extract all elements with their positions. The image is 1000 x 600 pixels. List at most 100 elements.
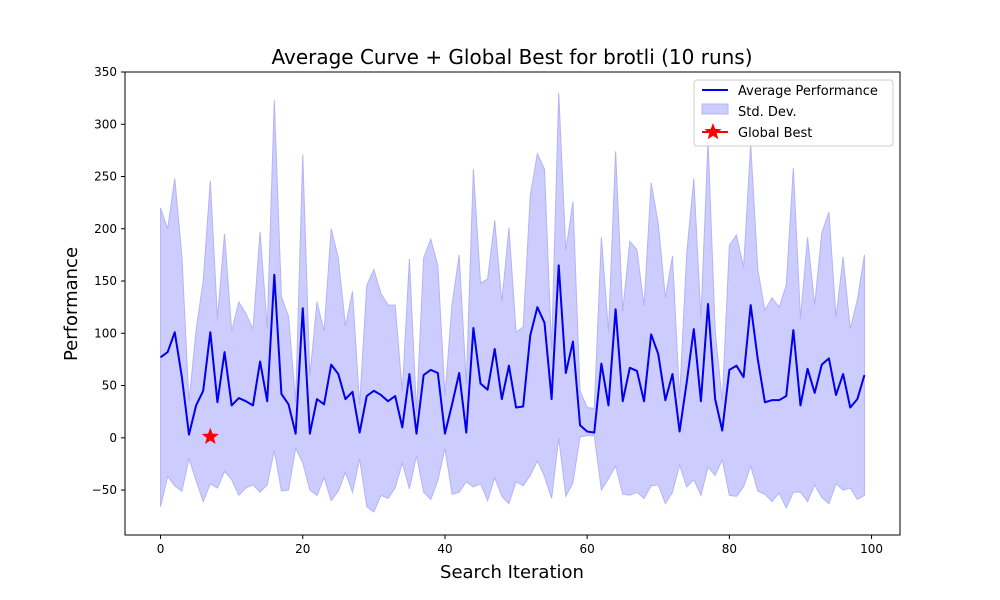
average-point — [487, 389, 489, 391]
average-point — [686, 381, 688, 383]
average-point — [650, 333, 652, 335]
average-point — [216, 401, 218, 403]
x-axis-label: Search Iteration — [440, 562, 584, 583]
legend-std-swatch — [701, 103, 729, 115]
average-point — [544, 322, 546, 324]
average-point — [195, 404, 197, 406]
y-tick-label: 0 — [109, 431, 117, 445]
x-tick-label: 100 — [860, 542, 883, 556]
average-point — [408, 373, 410, 375]
average-point — [643, 400, 645, 402]
average-point — [280, 393, 282, 395]
average-point — [707, 303, 709, 305]
x-axis-ticks: 0 20 40 60 80 100 — [157, 535, 883, 556]
legend-star-icon — [704, 123, 722, 140]
average-point — [821, 364, 823, 366]
average-point — [771, 399, 773, 401]
average-point — [174, 331, 176, 333]
average-point — [430, 369, 432, 371]
average-point — [387, 400, 389, 402]
average-point — [522, 405, 524, 407]
average-point — [337, 373, 339, 375]
average-point — [480, 382, 482, 384]
y-axis-ticks: −50 0 50 100 150 200 250 300 350 — [92, 65, 125, 497]
average-point — [167, 351, 169, 353]
average-point — [245, 400, 247, 402]
plot-area — [159, 92, 866, 513]
x-tick-label: 40 — [437, 542, 452, 556]
average-point — [401, 426, 403, 428]
average-point — [288, 403, 290, 405]
average-point — [565, 372, 567, 374]
average-point — [743, 376, 745, 378]
average-point — [622, 400, 624, 402]
axes: 0 20 40 60 80 100 −50 0 50 100 150 200 250 300 350 — [92, 65, 901, 556]
average-point — [728, 369, 730, 371]
y-axis-label: Performance — [61, 247, 82, 361]
average-point — [536, 306, 538, 308]
average-point — [515, 406, 517, 408]
average-point — [458, 372, 460, 374]
average-point — [842, 373, 844, 375]
std-dev-band — [160, 92, 865, 513]
average-point — [160, 356, 162, 358]
y-tick-label: 150 — [94, 274, 117, 288]
chart-title: Average Curve + Global Best for brotli (… — [271, 45, 752, 69]
average-point — [807, 368, 809, 370]
average-point — [849, 406, 851, 408]
average-point — [572, 341, 574, 343]
average-point — [735, 365, 737, 367]
axes-frame — [124, 71, 901, 536]
average-point — [302, 307, 304, 309]
average-point — [700, 400, 702, 402]
average-point — [344, 398, 346, 400]
average-point — [607, 404, 609, 406]
average-point — [295, 433, 297, 435]
average-point — [792, 329, 794, 331]
average-point — [664, 399, 666, 401]
average-point — [856, 398, 858, 400]
average-point — [465, 432, 467, 434]
average-point — [551, 398, 553, 400]
average-point — [252, 404, 254, 406]
average-point — [394, 395, 396, 397]
average-point — [444, 433, 446, 435]
average-point — [558, 264, 560, 266]
average-point — [750, 304, 752, 306]
average-point — [785, 395, 787, 397]
average-point — [416, 433, 418, 435]
legend-std-label: Std. Dev. — [738, 105, 797, 120]
average-point — [309, 433, 311, 435]
average-point — [323, 403, 325, 405]
average-point — [693, 328, 695, 330]
average-point — [273, 274, 275, 276]
average-point — [202, 390, 204, 392]
x-tick-label: 20 — [295, 542, 310, 556]
average-point — [615, 308, 617, 310]
average-point — [501, 398, 503, 400]
y-tick-label: 50 — [102, 379, 117, 393]
average-performance-line — [159, 264, 866, 436]
average-point — [508, 365, 510, 367]
x-tick-label: 0 — [157, 542, 165, 556]
average-point — [380, 394, 382, 396]
average-point — [529, 334, 531, 336]
average-point — [423, 374, 425, 376]
average-point — [799, 404, 801, 406]
y-tick-label: 350 — [94, 65, 117, 79]
average-point — [373, 390, 375, 392]
average-point — [366, 395, 368, 397]
average-point — [679, 431, 681, 433]
average-point — [764, 401, 766, 403]
average-point — [657, 353, 659, 355]
average-point — [209, 331, 211, 333]
average-point — [359, 432, 361, 434]
average-point — [259, 361, 261, 363]
average-point — [238, 397, 240, 399]
average-point — [593, 432, 595, 434]
average-point — [778, 399, 780, 401]
legend: Average Performance Std. Dev. Global Bes… — [693, 79, 894, 147]
average-point — [181, 376, 183, 378]
y-tick-label: 100 — [94, 326, 117, 340]
average-point — [352, 391, 354, 393]
